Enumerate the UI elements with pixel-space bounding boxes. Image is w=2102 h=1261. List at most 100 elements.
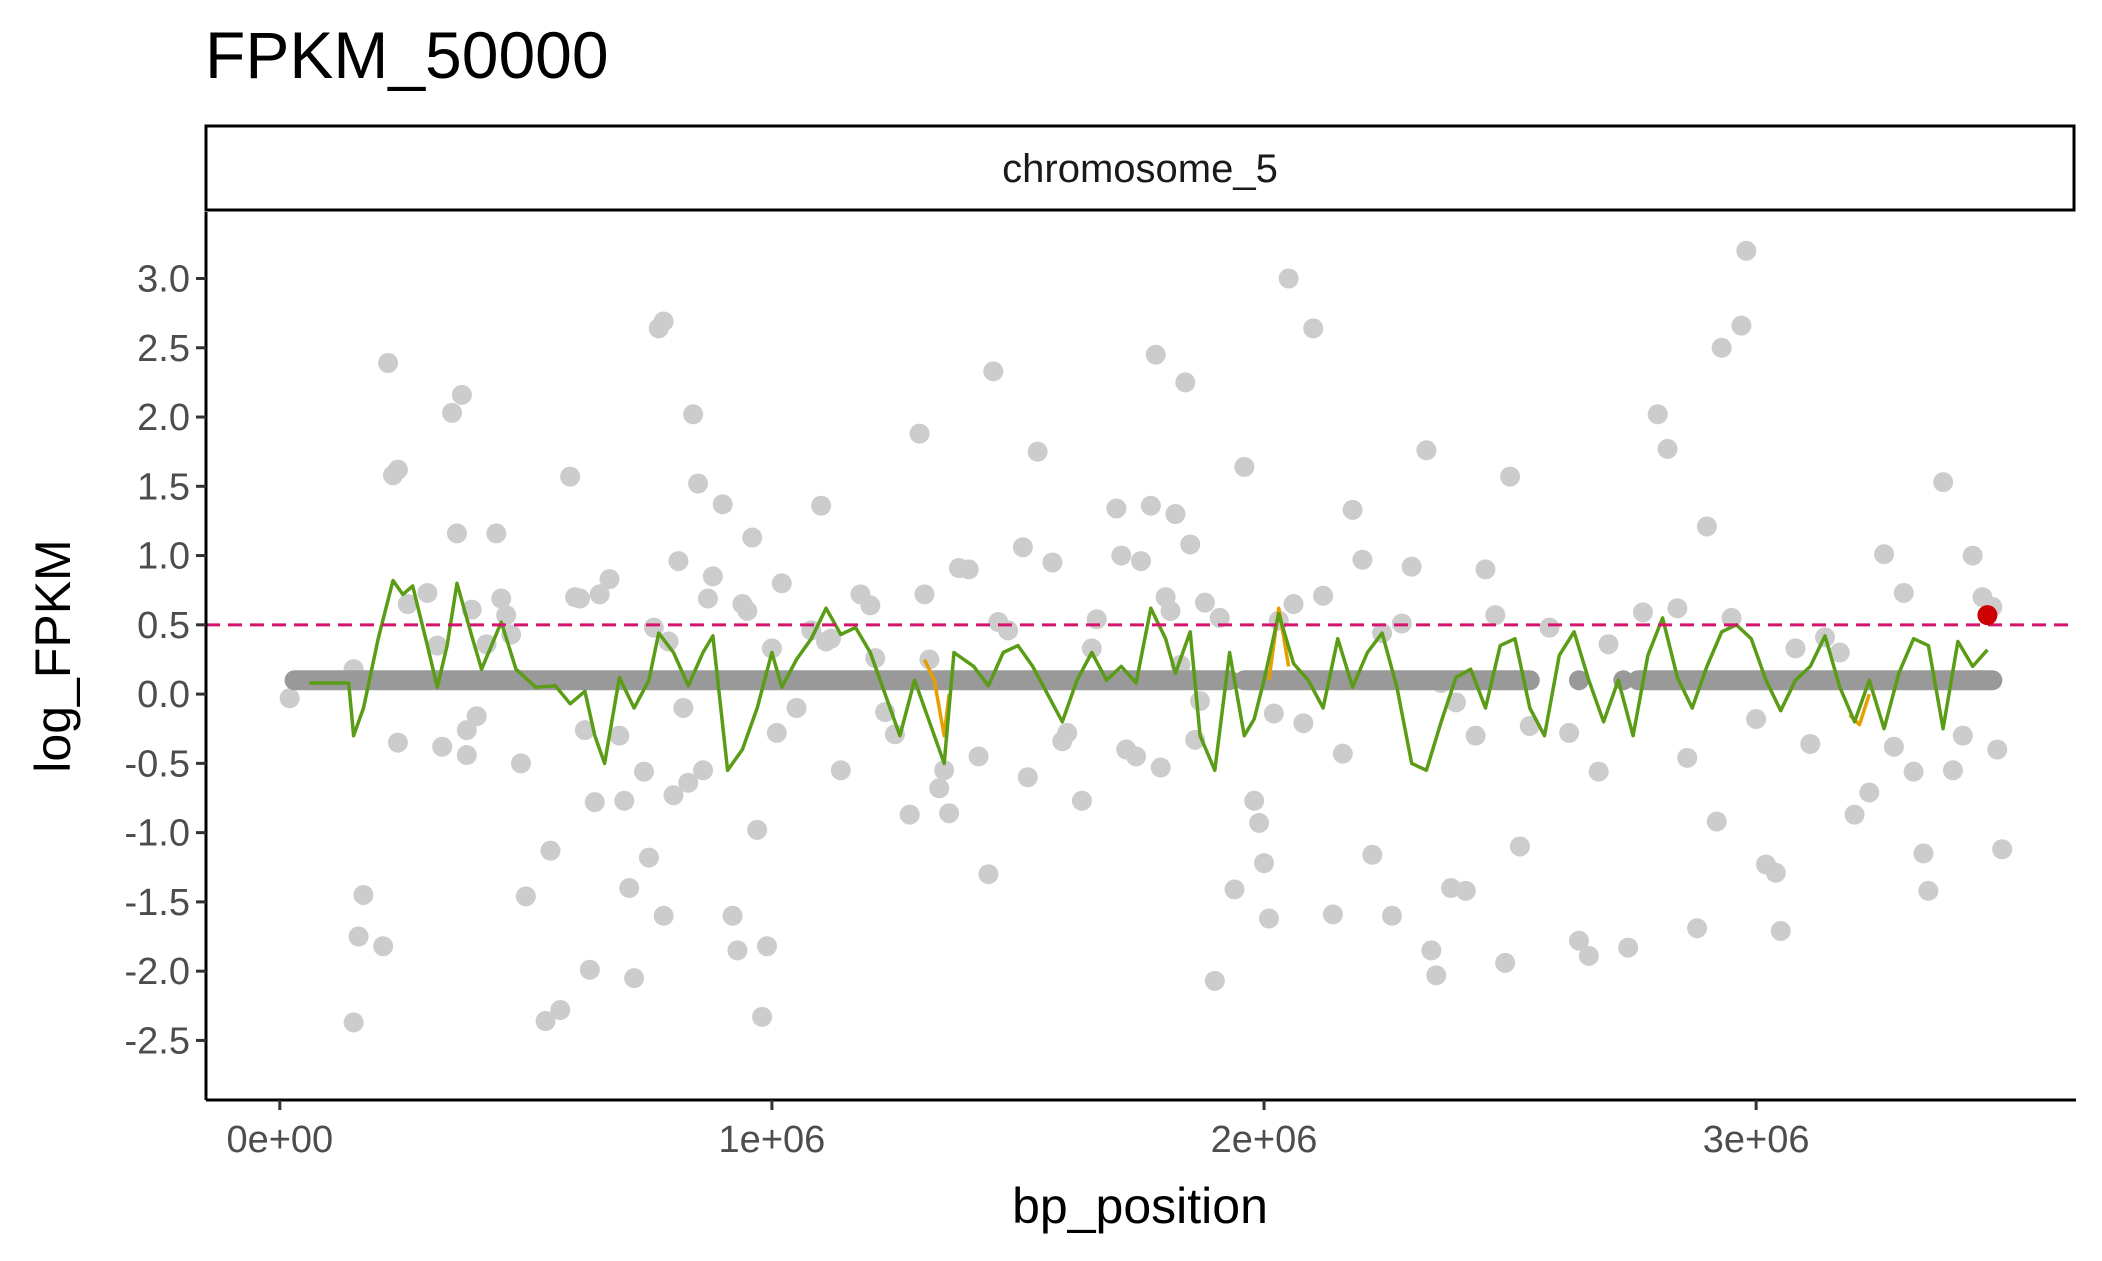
data-point xyxy=(535,1011,556,1032)
data-point xyxy=(1209,607,1230,628)
data-point xyxy=(1332,743,1353,764)
data-point xyxy=(1234,456,1255,477)
data-point xyxy=(1475,559,1496,580)
data-point xyxy=(1194,592,1215,613)
data-point xyxy=(737,600,758,621)
data-point xyxy=(1539,617,1560,638)
data-point xyxy=(678,772,699,793)
data-point xyxy=(1180,534,1201,555)
data-point xyxy=(387,459,408,480)
data-point xyxy=(747,819,768,840)
data-point xyxy=(589,584,610,605)
y-tick-label: 3.0 xyxy=(137,258,190,300)
data-point xyxy=(1800,733,1821,754)
data-point xyxy=(1844,804,1865,825)
data-point xyxy=(1150,757,1171,778)
data-point xyxy=(958,559,979,580)
data-point xyxy=(1017,767,1038,788)
data-point xyxy=(1765,862,1786,883)
data-point xyxy=(619,878,640,899)
data-point xyxy=(742,527,763,548)
data-point xyxy=(811,495,832,516)
facet-strip xyxy=(204,124,2076,212)
data-point xyxy=(771,573,792,594)
data-point xyxy=(1903,761,1924,782)
smooth-line xyxy=(309,578,1989,773)
data-point xyxy=(1859,782,1880,803)
data-point xyxy=(1918,880,1939,901)
data-point xyxy=(1278,268,1299,289)
y-tick-label: 0.0 xyxy=(137,674,190,716)
data-point xyxy=(1667,598,1688,619)
data-point xyxy=(761,638,782,659)
threshold-layer xyxy=(206,605,2076,627)
data-point xyxy=(899,804,920,825)
data-point xyxy=(1568,930,1589,951)
data-point xyxy=(1829,642,1850,663)
data-point xyxy=(1106,498,1127,519)
data-point xyxy=(653,311,674,332)
data-point xyxy=(702,566,723,587)
data-point xyxy=(786,697,807,718)
data-point xyxy=(1160,600,1181,621)
data-point xyxy=(766,722,787,743)
data-point xyxy=(1042,552,1063,573)
data-point xyxy=(624,968,645,989)
data-point xyxy=(599,569,620,590)
x-axis-ticks: 0e+00 1e+06 2e+06 3e+06 xyxy=(226,1100,1809,1161)
data-point xyxy=(1500,466,1521,487)
y-tick-label: 2.5 xyxy=(137,328,190,370)
data-point xyxy=(1598,634,1619,655)
y-tick-label: -0.5 xyxy=(125,743,190,785)
data-point xyxy=(1893,582,1914,603)
data-point xyxy=(1111,545,1132,566)
data-point xyxy=(658,631,679,652)
data-point xyxy=(1647,404,1668,425)
data-point xyxy=(1559,722,1580,743)
data-point xyxy=(1632,602,1653,623)
data-point xyxy=(540,840,561,861)
data-point xyxy=(638,847,659,868)
data-point xyxy=(757,936,777,957)
data-point xyxy=(1992,839,2013,860)
data-point xyxy=(397,594,418,615)
data-point xyxy=(909,423,930,444)
data-point xyxy=(914,584,935,605)
data-point xyxy=(1421,940,1442,961)
data-point xyxy=(1736,240,1757,261)
data-point xyxy=(614,790,635,811)
data-point xyxy=(1057,722,1078,743)
data-point xyxy=(353,884,374,905)
y-tick-label: -1.0 xyxy=(125,813,190,855)
y-tick-label: 1.0 xyxy=(137,536,190,578)
y-tick-label: 0.5 xyxy=(137,605,190,647)
data-point xyxy=(1140,495,1161,516)
data-point xyxy=(1933,472,1954,493)
data-point xyxy=(1657,438,1678,459)
x-tick-label: 3e+06 xyxy=(1703,1119,1810,1161)
data-point xyxy=(830,760,851,781)
data-point xyxy=(1913,843,1934,864)
data-point xyxy=(1352,549,1373,570)
data-point xyxy=(722,905,743,926)
data-point xyxy=(712,494,733,515)
data-point xyxy=(1071,790,1092,811)
data-point xyxy=(1416,440,1437,461)
baseline-point xyxy=(1568,670,1589,691)
data-point xyxy=(1293,713,1314,734)
data-point xyxy=(697,588,718,609)
data-point xyxy=(1254,853,1275,874)
data-point xyxy=(860,595,881,616)
data-point xyxy=(1190,691,1211,712)
data-point xyxy=(427,635,448,656)
data-point xyxy=(1244,790,1265,811)
data-point xyxy=(1441,878,1462,899)
y-tick-label: -2.0 xyxy=(125,951,190,993)
data-point xyxy=(1313,585,1334,606)
data-point xyxy=(1962,545,1983,566)
x-axis-title: bp_position xyxy=(1012,1178,1268,1234)
data-point xyxy=(1509,836,1530,857)
data-point xyxy=(584,792,605,813)
data-point xyxy=(752,1006,773,1027)
